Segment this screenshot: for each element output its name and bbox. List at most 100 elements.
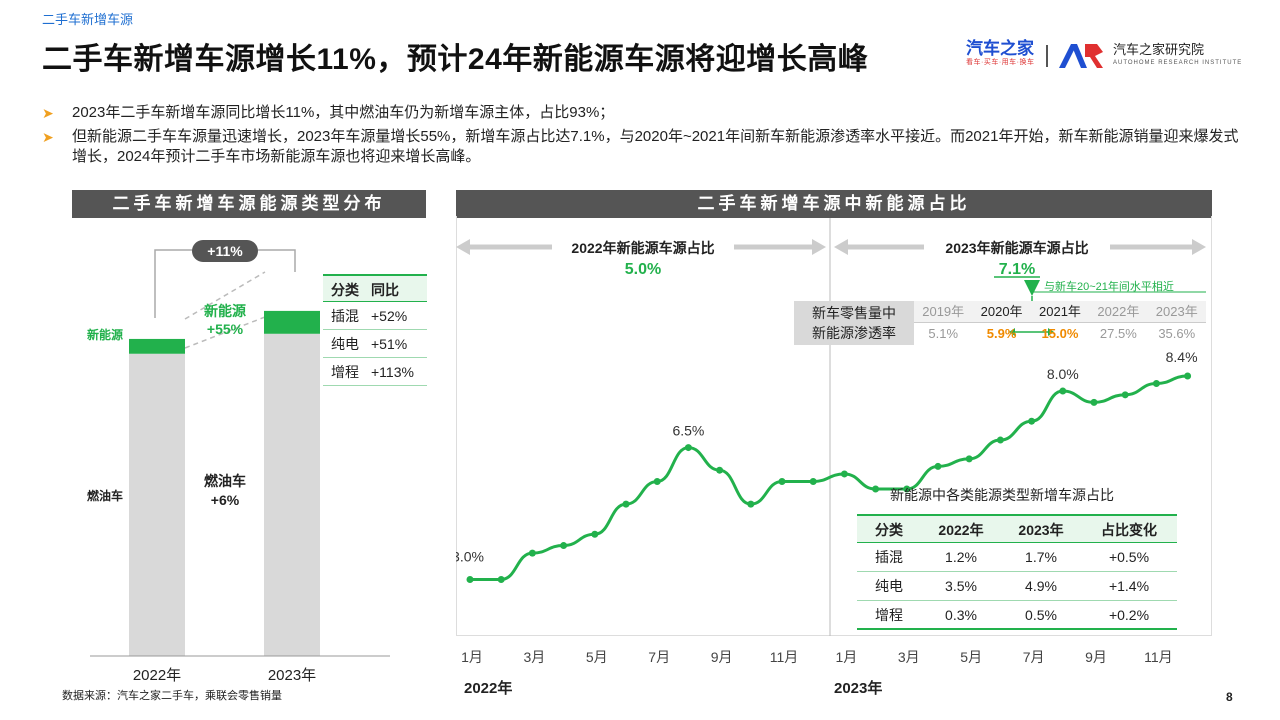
table-cell: +1.4% (1108, 578, 1150, 594)
data-point (809, 477, 817, 485)
data-point (1184, 372, 1192, 380)
growth-badge (192, 240, 258, 262)
data-point (872, 485, 880, 493)
autohome-logo: 汽车之家 看车·买车·用车·换车 (966, 40, 1038, 72)
penetration-value: 5.9% (986, 326, 1017, 341)
table-cell: 1.7% (1025, 549, 1057, 565)
table-cell: 增程 (875, 607, 903, 623)
category-label-2023: 2023年 (268, 667, 316, 684)
table-row: 增程 0.3% 0.5% +0.2% (857, 601, 1177, 630)
data-point (1152, 380, 1160, 388)
logo-divider (1046, 45, 1048, 67)
arrow-right-icon (1048, 328, 1054, 336)
arrow-left-icon (456, 239, 470, 255)
data-source-note: 数据来源：汽车之家二手车，乘联会零售销量 (62, 690, 282, 702)
data-point (747, 500, 755, 508)
year-label-2022: 2022年 (464, 679, 512, 697)
x-tick-label: 9月 (1085, 649, 1107, 665)
x-tick-label: 3月 (524, 649, 546, 665)
nev-connector-top (184, 271, 266, 320)
table-row: 插混 +52% (323, 302, 427, 330)
x-tick-label: 7月 (648, 649, 670, 665)
table-header-cell: 同比 (371, 282, 399, 298)
right-panel-header: 二手车新增车源中新能源占比 (456, 190, 1212, 218)
data-label: 8.4% (1166, 349, 1198, 365)
data-label: 6.5% (672, 423, 704, 439)
table-header-row: 分类 2022年 2023年 占比变化 (857, 514, 1177, 543)
section-2022-label: 2022年新能源车源占比 (571, 240, 714, 256)
autohome-logo-slogan: 看车·买车·用车·换车 (966, 59, 1035, 66)
breadcrumb: 二手车新增车源 (42, 12, 134, 27)
x-tick-label: 5月 (586, 649, 608, 665)
energy-type-share-table: 分类 2022年 2023年 占比变化 插混 1.2% 1.7% +0.5% 纯… (857, 514, 1177, 630)
pointer-down-icon (1024, 280, 1040, 296)
penetration-label: 新车零售量中 新能源渗透率 (794, 301, 914, 345)
autohome-logo-text: 汽车之家 (966, 39, 1034, 58)
data-point (934, 462, 942, 470)
data-point (965, 455, 973, 463)
penetration-year: 2023年 (1155, 304, 1198, 319)
data-point (1028, 417, 1036, 425)
data-point (716, 466, 724, 474)
x-tick-label: 7月 (1023, 649, 1045, 665)
table-cell: +51% (371, 336, 408, 352)
penetration-value: 27.5% (1099, 326, 1137, 341)
table-cell: 0.5% (1025, 607, 1057, 623)
x-tick-label: 3月 (898, 649, 920, 665)
data-point (622, 500, 630, 508)
table-cell: 0.3% (945, 607, 977, 623)
table-cell: 插混 (875, 549, 903, 565)
ice-growth-value: +6% (211, 492, 240, 508)
penetration-label-line2: 新能源渗透率 (812, 325, 896, 341)
bar-segment-ice (264, 333, 320, 656)
data-point (1121, 391, 1129, 399)
penetration-label-line1: 新车零售量中 (812, 305, 896, 321)
table-header-row: 分类 同比 (323, 274, 427, 302)
x-tick-label: 1月 (836, 649, 858, 665)
table-cell: 纯电 (875, 578, 903, 594)
research-institute-logo: 汽车之家研究院 AUTOHOME RESEARCH INSTITUTE (1113, 42, 1242, 68)
arrow-left-icon (1009, 328, 1015, 336)
penetration-values-row: 5.1% 5.9% 15.0% 27.5% 35.6% (914, 323, 1206, 345)
table-cell: +0.2% (1108, 607, 1150, 623)
nev-growth-label: 新能源 (204, 303, 246, 319)
table-header-cell: 2023年 (1018, 522, 1064, 538)
sub-table-title: 新能源中各类能源类型新增车源占比 (890, 487, 1114, 503)
data-point (653, 477, 661, 485)
nev-growth-value: +55% (207, 321, 244, 337)
penetration-year: 2021年 (1039, 304, 1081, 319)
bullet-arrow-icon: ➤ (42, 129, 54, 145)
x-tick-label: 9月 (711, 649, 733, 665)
growth-badge-text: +11% (207, 243, 243, 259)
bar-segment-ice (129, 353, 185, 656)
data-label: 8.0% (1047, 366, 1079, 382)
data-label: 3.0% (456, 548, 484, 564)
table-row: 插混 1.2% 1.7% +0.5% (857, 543, 1177, 572)
ar-logo-icon (1059, 44, 1103, 68)
table-cell: 4.9% (1025, 578, 1057, 594)
table-cell: 3.5% (945, 578, 977, 594)
table-header-cell: 占比变化 (1101, 522, 1157, 538)
data-point (528, 549, 536, 557)
x-tick-label: 1月 (461, 649, 483, 665)
table-header-cell: 2022年 (938, 522, 984, 538)
bullet-text: 2023年二手车新增车源同比增长11%，其中燃油车仍为新增车源主体，占比93%； (72, 104, 615, 121)
penetration-value: 5.1% (928, 326, 959, 341)
data-point (560, 542, 568, 550)
arrow-left-icon (834, 239, 848, 255)
bullet-item: ➤ 但新能源二手车车源量迅速增长，2023年车源量增长55%，新增车源占比达7.… (42, 127, 1242, 167)
arrow-right-icon (1192, 239, 1206, 255)
x-tick-label: 11月 (1144, 649, 1173, 665)
bullet-arrow-icon: ➤ (42, 105, 54, 121)
bullet-item: ➤ 2023年二手车新增车源同比增长11%，其中燃油车仍为新增车源主体，占比93… (42, 103, 1242, 123)
arrow-right-icon (812, 239, 826, 255)
page-number: 8 (1226, 690, 1233, 704)
table-row: 纯电 +51% (323, 330, 427, 358)
table-header-cell: 分类 (875, 522, 903, 538)
table-row: 纯电 3.5% 4.9% +1.4% (857, 572, 1177, 601)
table-cell: 纯电 (331, 336, 359, 352)
data-point (466, 575, 474, 583)
data-point (996, 436, 1004, 444)
data-point (778, 477, 786, 485)
table-cell: 1.2% (945, 549, 977, 565)
